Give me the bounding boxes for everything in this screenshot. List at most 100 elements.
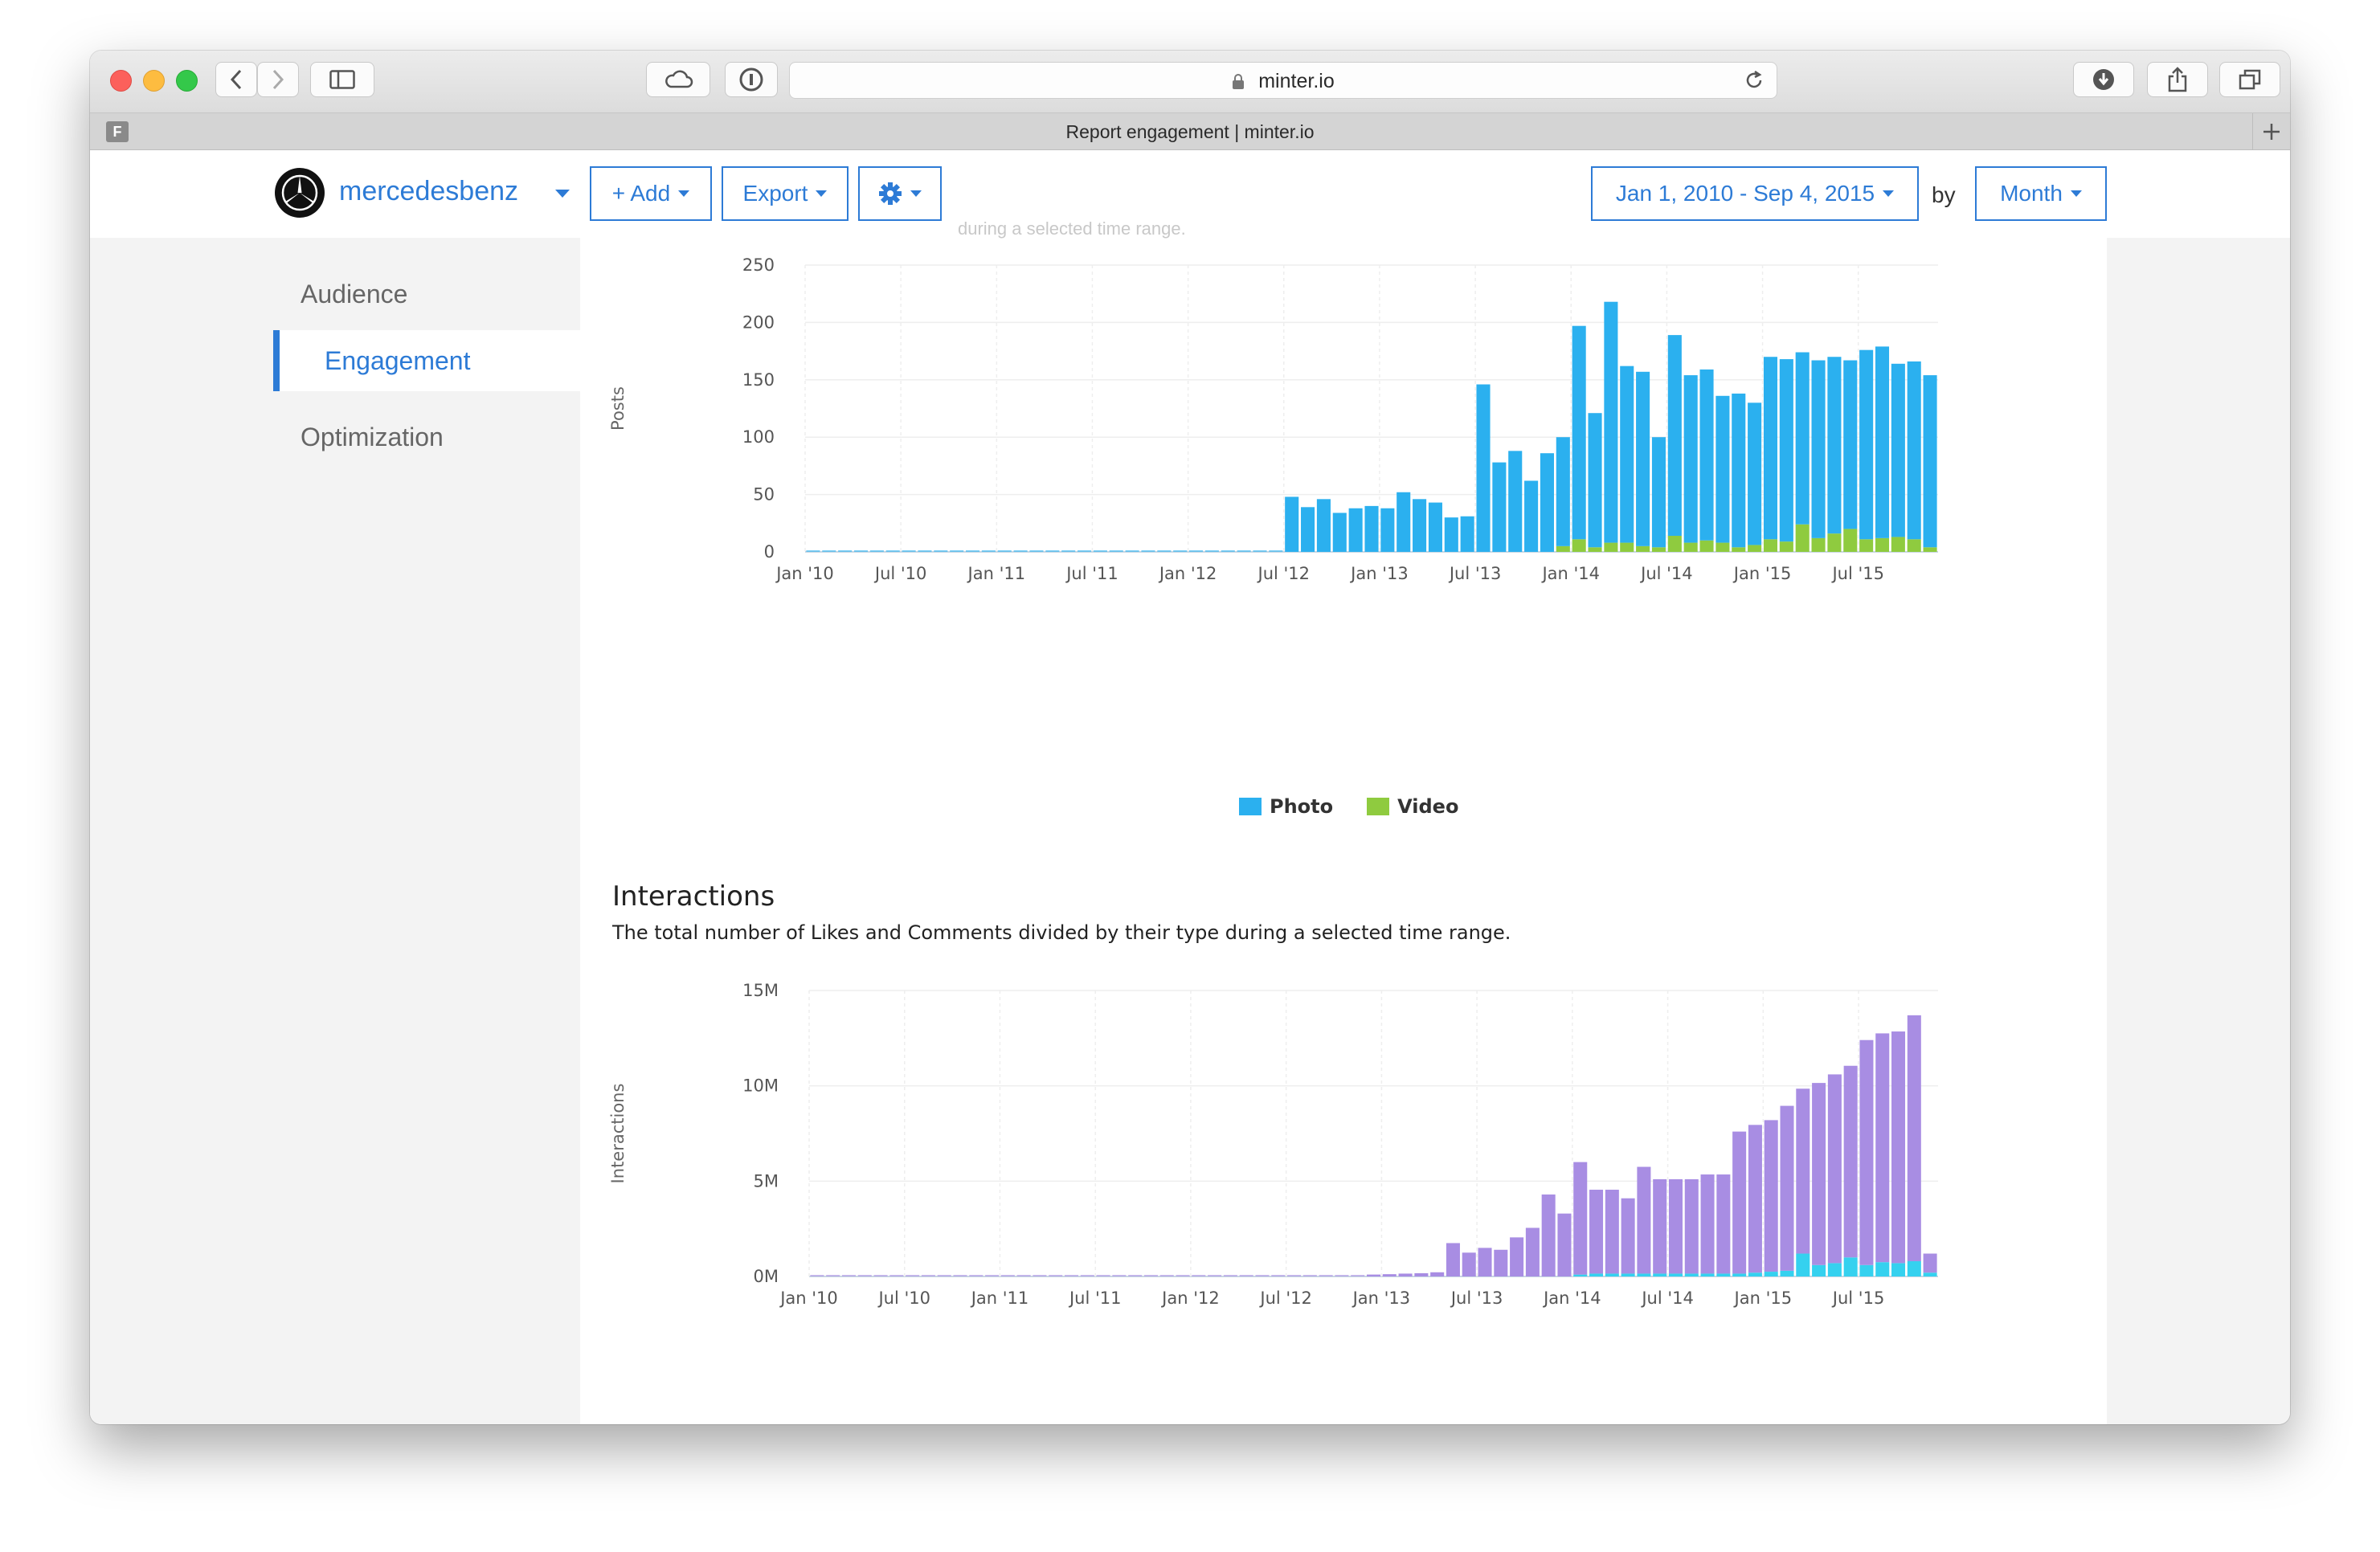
bar-video[interactable]: [1667, 536, 1682, 552]
caret-down-icon[interactable]: [554, 189, 570, 198]
bar-likes[interactable]: [1764, 1120, 1778, 1272]
downloads-button[interactable]: [2073, 62, 2134, 97]
icloud-tabs-button[interactable]: [646, 62, 710, 97]
bar-likes[interactable]: [1716, 1174, 1731, 1274]
bar-likes[interactable]: [1589, 1190, 1604, 1274]
bar-comments[interactable]: [1843, 1257, 1858, 1276]
sidebar-item-audience[interactable]: Audience: [273, 263, 580, 325]
bar-video[interactable]: [1636, 545, 1650, 552]
bar-photo[interactable]: [1301, 507, 1315, 552]
bar-likes[interactable]: [1748, 1125, 1762, 1273]
bar-comments[interactable]: [1732, 1273, 1747, 1276]
bar-photo[interactable]: [1332, 513, 1347, 552]
bar-video[interactable]: [1651, 547, 1666, 552]
bar-photo[interactable]: [1875, 346, 1890, 538]
bar-likes[interactable]: [1557, 1213, 1572, 1276]
bar-video[interactable]: [1859, 539, 1874, 552]
bar-likes[interactable]: [1875, 1033, 1890, 1263]
bar-likes[interactable]: [1812, 1083, 1826, 1265]
bar-photo[interactable]: [1508, 451, 1523, 552]
bar-video[interactable]: [1572, 539, 1586, 552]
bar-video[interactable]: [1827, 533, 1842, 552]
bar-likes[interactable]: [1366, 1274, 1381, 1276]
bar-video[interactable]: [1923, 547, 1937, 552]
bar-comments[interactable]: [1796, 1253, 1810, 1276]
bar-comments[interactable]: [1668, 1273, 1683, 1276]
bar-video[interactable]: [1748, 545, 1762, 552]
bar-video[interactable]: [1699, 540, 1714, 552]
bar-photo[interactable]: [1588, 413, 1602, 548]
sidebar-toggle-button[interactable]: [310, 62, 374, 97]
bar-photo[interactable]: [1683, 375, 1698, 543]
bar-likes[interactable]: [1827, 1074, 1842, 1264]
bar-likes[interactable]: [1732, 1131, 1747, 1274]
back-button[interactable]: [215, 62, 257, 97]
bar-photo[interactable]: [1556, 437, 1570, 546]
bar-photo[interactable]: [1444, 517, 1458, 552]
bar-comments[interactable]: [1653, 1273, 1667, 1276]
bar-photo[interactable]: [1364, 505, 1379, 552]
bar-likes[interactable]: [1462, 1252, 1476, 1276]
bar-likes[interactable]: [1414, 1272, 1429, 1276]
bar-likes[interactable]: [1541, 1194, 1556, 1276]
bar-photo[interactable]: [1460, 516, 1474, 552]
bar-comments[interactable]: [1748, 1272, 1762, 1276]
bar-photo[interactable]: [1779, 359, 1793, 542]
reader-button[interactable]: [725, 62, 778, 97]
bar-comments[interactable]: [1621, 1273, 1635, 1276]
minimize-window-button[interactable]: [143, 70, 165, 92]
bar-comments[interactable]: [1827, 1263, 1842, 1276]
bar-likes[interactable]: [1923, 1253, 1937, 1273]
new-tab-button[interactable]: [2252, 113, 2290, 149]
bar-likes[interactable]: [1907, 1015, 1921, 1262]
bar-video[interactable]: [1715, 542, 1730, 552]
bar-comments[interactable]: [1923, 1272, 1937, 1276]
reload-icon[interactable]: [1743, 69, 1765, 92]
bar-photo[interactable]: [1397, 492, 1411, 552]
bar-photo[interactable]: [1316, 499, 1331, 552]
bar-likes[interactable]: [1796, 1088, 1810, 1254]
bar-comments[interactable]: [1907, 1261, 1921, 1276]
bar-photo[interactable]: [1540, 453, 1554, 552]
bar-comments[interactable]: [1780, 1270, 1794, 1276]
bar-comments[interactable]: [1700, 1273, 1715, 1276]
forward-button[interactable]: [257, 62, 299, 97]
close-window-button[interactable]: [110, 70, 132, 92]
sidebar-item-engagement[interactable]: Engagement: [273, 330, 580, 391]
bar-likes[interactable]: [1621, 1198, 1635, 1274]
bar-comments[interactable]: [1573, 1274, 1588, 1276]
bar-photo[interactable]: [1492, 462, 1507, 552]
zoom-window-button[interactable]: [176, 70, 198, 92]
bar-video[interactable]: [1683, 542, 1698, 552]
bar-photo[interactable]: [1699, 369, 1714, 541]
bar-photo[interactable]: [1524, 480, 1539, 552]
legend-item-video[interactable]: Video: [1367, 795, 1458, 818]
bar-likes[interactable]: [1843, 1065, 1858, 1258]
bar-likes[interactable]: [1780, 1105, 1794, 1271]
bar-video[interactable]: [1556, 545, 1570, 552]
bar-photo[interactable]: [1811, 360, 1826, 538]
bar-photo[interactable]: [1891, 363, 1905, 537]
bar-likes[interactable]: [1398, 1273, 1413, 1276]
bar-likes[interactable]: [1700, 1174, 1715, 1274]
bar-comments[interactable]: [1637, 1273, 1651, 1276]
bar-video[interactable]: [1843, 529, 1858, 552]
bar-likes[interactable]: [1494, 1249, 1508, 1276]
bar-comments[interactable]: [1875, 1262, 1890, 1276]
bar-comments[interactable]: [1589, 1273, 1604, 1276]
settings-button[interactable]: [858, 166, 942, 221]
bar-likes[interactable]: [1382, 1274, 1397, 1276]
account-name[interactable]: mercedesbenz: [339, 176, 519, 206]
bar-video[interactable]: [1732, 547, 1746, 552]
granularity-select[interactable]: Month: [1975, 166, 2107, 221]
add-button[interactable]: + Add: [590, 166, 712, 221]
bar-photo[interactable]: [1651, 437, 1666, 548]
bar-video[interactable]: [1907, 539, 1921, 552]
bar-photo[interactable]: [1859, 349, 1874, 540]
bar-photo[interactable]: [1380, 508, 1395, 552]
bar-photo[interactable]: [1572, 325, 1586, 540]
bar-likes[interactable]: [1684, 1178, 1699, 1274]
bar-photo[interactable]: [1748, 402, 1762, 545]
legend-item-photo[interactable]: Photo: [1239, 795, 1333, 818]
bar-photo[interactable]: [1636, 371, 1650, 546]
